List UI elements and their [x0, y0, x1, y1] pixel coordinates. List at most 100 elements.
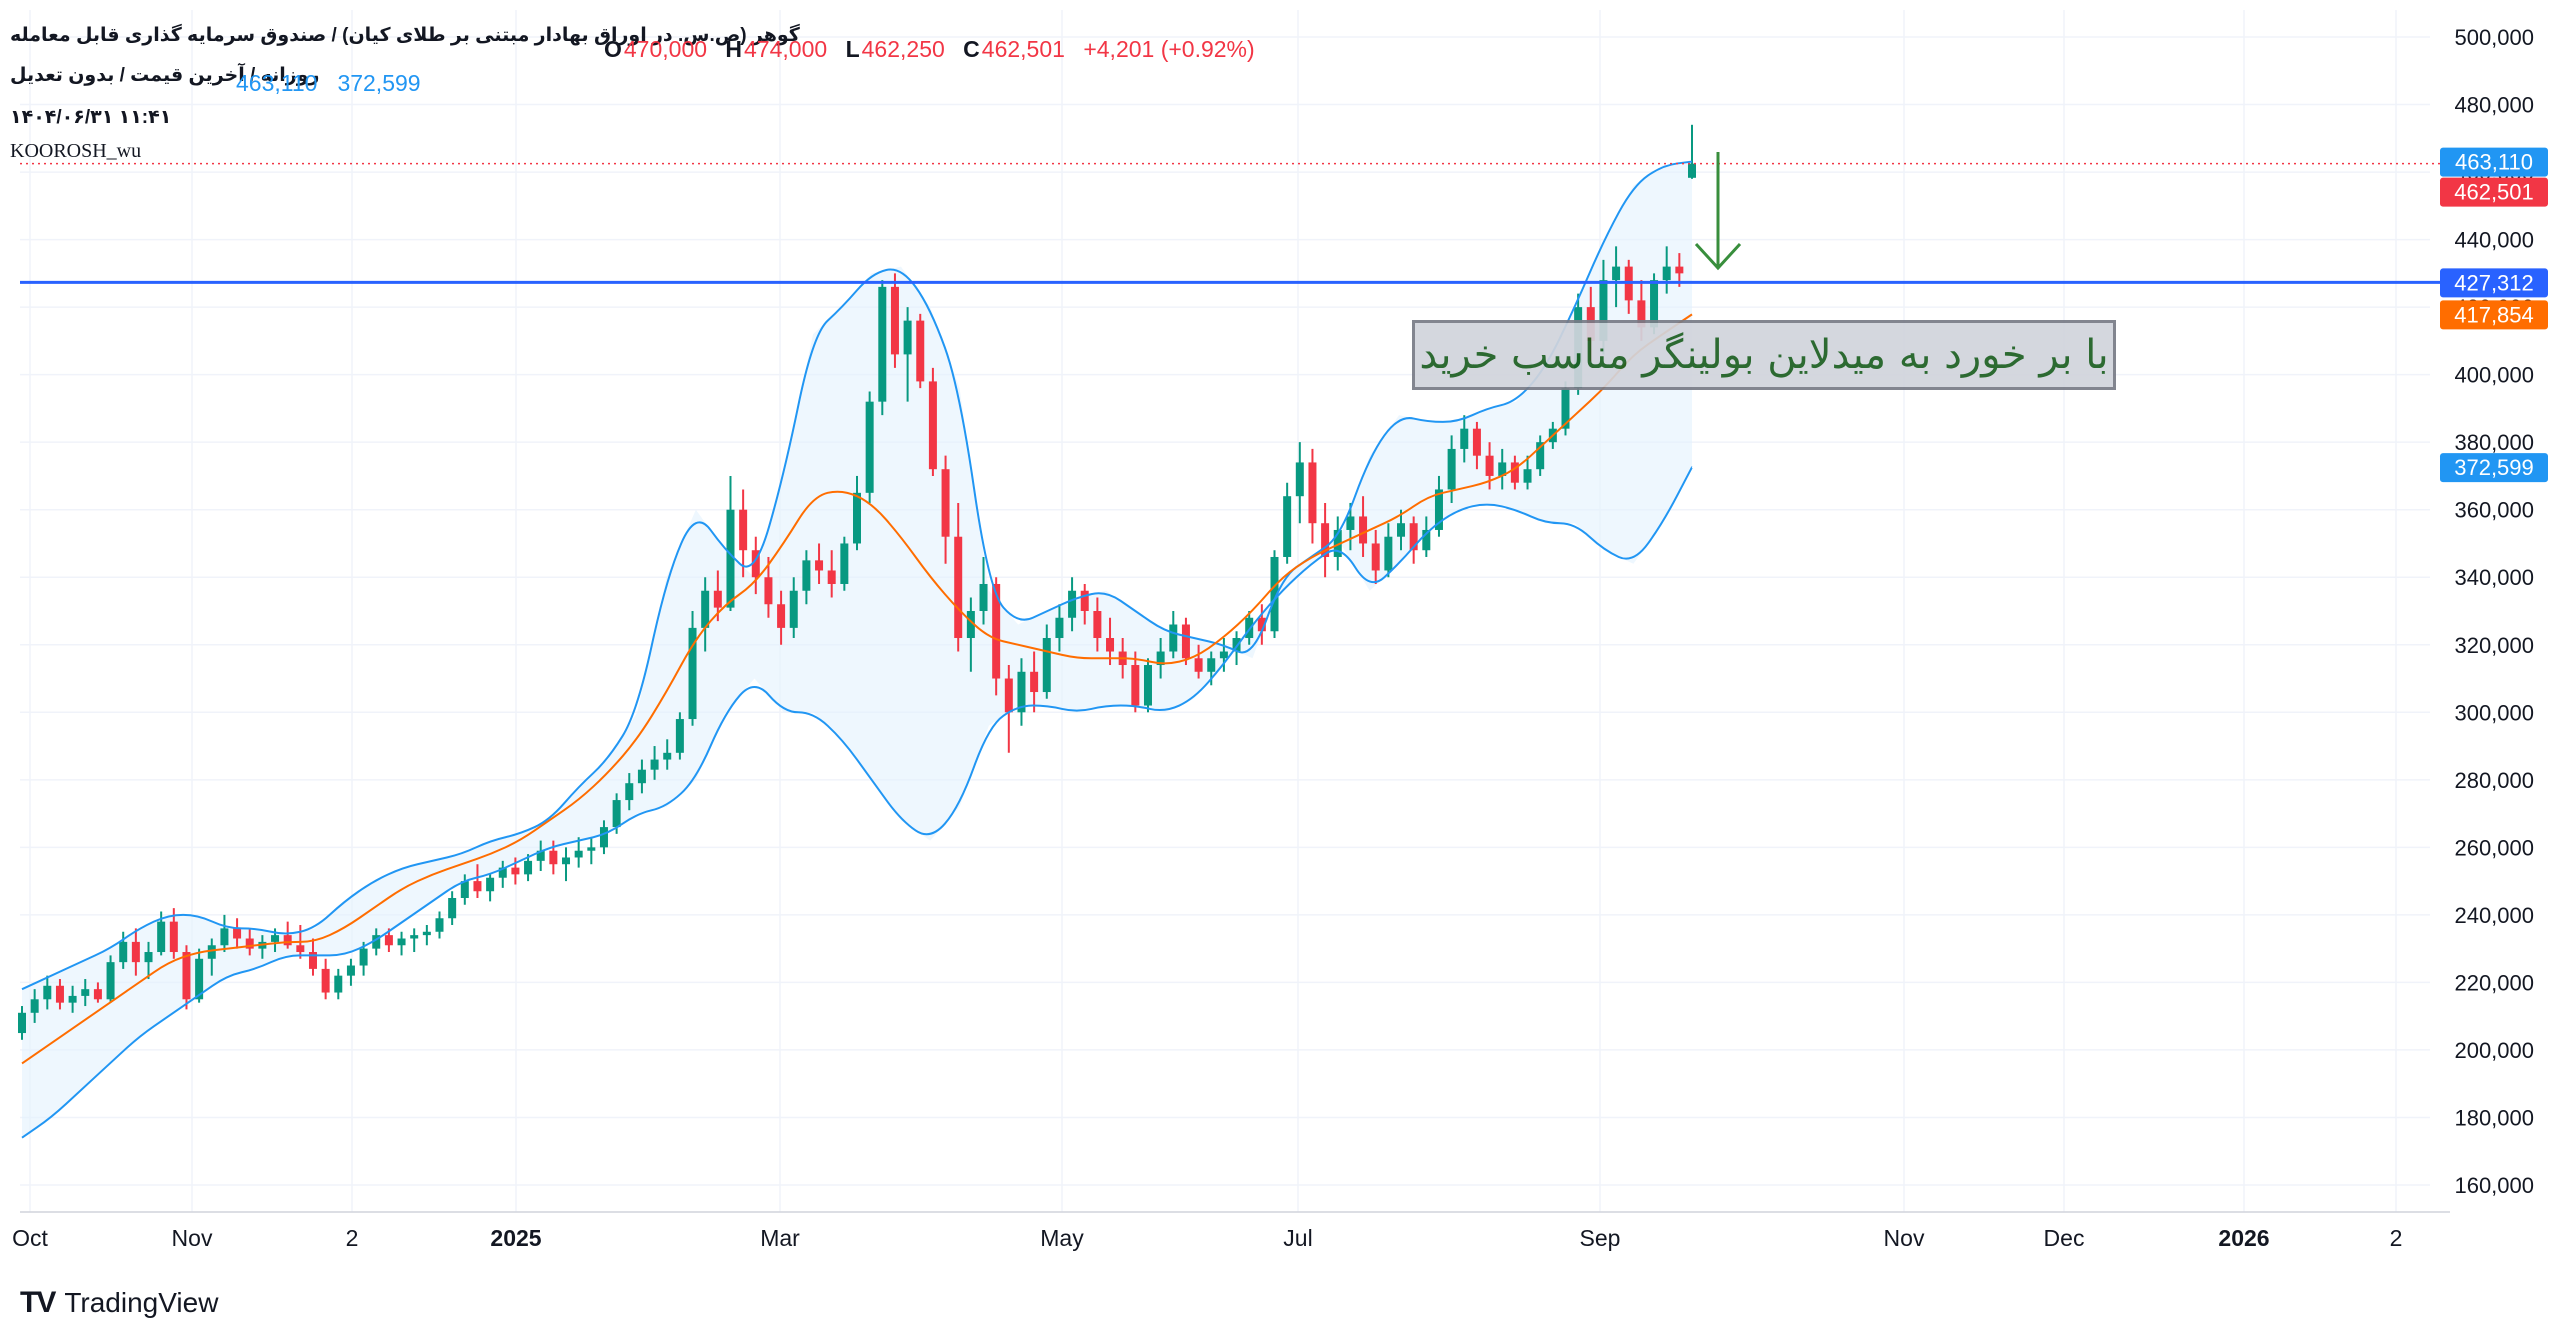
candle-body[interactable]: [1245, 617, 1254, 639]
candle-body[interactable]: [954, 536, 963, 639]
candle-body[interactable]: [1523, 469, 1532, 483]
candle-body[interactable]: [1181, 624, 1190, 659]
candle-body[interactable]: [979, 583, 988, 611]
candle-body[interactable]: [764, 577, 773, 605]
candle-body[interactable]: [1143, 665, 1152, 706]
candle-body[interactable]: [1561, 388, 1570, 429]
candle-body[interactable]: [625, 783, 634, 801]
down-arrow-icon[interactable]: [1694, 152, 1742, 271]
candle-body[interactable]: [93, 989, 102, 1000]
candle-body[interactable]: [650, 759, 659, 770]
candle-body[interactable]: [1498, 462, 1507, 476]
candle-body[interactable]: [739, 509, 748, 551]
candle-body[interactable]: [119, 941, 128, 963]
candle-body[interactable]: [928, 381, 937, 470]
candle-body[interactable]: [106, 962, 115, 1000]
candle-body[interactable]: [233, 928, 242, 939]
candle-body[interactable]: [1308, 462, 1317, 524]
candle-body[interactable]: [1232, 638, 1241, 652]
candle-body[interactable]: [1080, 590, 1089, 611]
candle-body[interactable]: [1321, 523, 1330, 557]
candle-body[interactable]: [346, 965, 355, 976]
candle-body[interactable]: [1637, 300, 1646, 328]
candle-body[interactable]: [1004, 678, 1013, 713]
candle-body[interactable]: [1675, 266, 1684, 274]
candle-body[interactable]: [283, 935, 292, 946]
candle-body[interactable]: [182, 952, 191, 1000]
tradingview-brand[interactable]: TV TradingView: [20, 1286, 218, 1320]
candle-body[interactable]: [1283, 496, 1292, 557]
candle-body[interactable]: [1612, 266, 1621, 281]
candle-body[interactable]: [511, 867, 520, 875]
candle-body[interactable]: [144, 952, 153, 963]
candle-body[interactable]: [422, 931, 431, 936]
candle-body[interactable]: [1068, 590, 1077, 618]
candle-body[interactable]: [726, 509, 735, 608]
candle-body[interactable]: [713, 590, 722, 608]
candle-body[interactable]: [1460, 428, 1469, 449]
candle-body[interactable]: [916, 320, 925, 382]
candle-body[interactable]: [1434, 489, 1443, 530]
candle-body[interactable]: [334, 975, 343, 993]
candle-body[interactable]: [296, 945, 305, 953]
candle-body[interactable]: [1333, 529, 1342, 557]
candle-body[interactable]: [1422, 529, 1431, 551]
candle-body[interactable]: [890, 286, 899, 355]
candle-body[interactable]: [55, 985, 64, 1003]
candle-body[interactable]: [524, 860, 533, 875]
candle-body[interactable]: [789, 590, 798, 628]
candle-body[interactable]: [1662, 266, 1671, 281]
candle-body[interactable]: [18, 1012, 26, 1034]
candle-body[interactable]: [903, 320, 912, 355]
candle-body[interactable]: [840, 543, 849, 584]
candle-body[interactable]: [612, 800, 621, 828]
candle-body[interactable]: [1650, 280, 1659, 328]
candle-body[interactable]: [1346, 516, 1355, 530]
candle-body[interactable]: [195, 958, 204, 1000]
candle-body[interactable]: [701, 590, 710, 628]
candle-body[interactable]: [1055, 617, 1064, 639]
candle-body[interactable]: [157, 921, 166, 953]
candle-body[interactable]: [359, 948, 368, 966]
candle-body[interactable]: [1384, 536, 1393, 571]
candle-body[interactable]: [131, 941, 140, 963]
candle-body[interactable]: [1536, 442, 1545, 470]
candle-body[interactable]: [448, 897, 457, 919]
candle-body[interactable]: [536, 850, 545, 861]
candle-body[interactable]: [941, 469, 950, 537]
candle-body[interactable]: [68, 995, 77, 1003]
candle-body[interactable]: [966, 611, 975, 639]
candle-body[interactable]: [599, 827, 608, 848]
candle-body[interactable]: [751, 550, 760, 578]
candle-body[interactable]: [81, 989, 90, 996]
candle-body[interactable]: [1485, 455, 1494, 476]
candle-body[interactable]: [1219, 651, 1228, 659]
candle-body[interactable]: [271, 935, 280, 942]
candle-body[interactable]: [574, 850, 583, 858]
candle-body[interactable]: [486, 877, 495, 892]
candle-body[interactable]: [220, 928, 229, 946]
candle-body[interactable]: [815, 560, 824, 571]
candle-body[interactable]: [1359, 516, 1368, 544]
candle-body[interactable]: [410, 935, 419, 939]
candle-body[interactable]: [675, 719, 684, 753]
candle-body[interactable]: [1510, 462, 1519, 483]
candle-body[interactable]: [308, 952, 317, 969]
candle-body[interactable]: [435, 918, 444, 932]
candle-body[interactable]: [498, 867, 507, 878]
candle-body[interactable]: [1194, 658, 1203, 672]
candle-body[interactable]: [460, 881, 469, 898]
candle-body[interactable]: [1371, 543, 1380, 571]
candle-body[interactable]: [777, 604, 786, 628]
candle-body[interactable]: [207, 945, 216, 959]
candle-body[interactable]: [865, 401, 874, 493]
candle-body[interactable]: [1599, 280, 1608, 341]
candle-body[interactable]: [878, 286, 887, 402]
candle-body[interactable]: [1030, 671, 1039, 693]
annotation-note[interactable]: با بر خورد به میدلاین بولینگر مناسب خرید: [1412, 320, 2116, 390]
candle-body[interactable]: [688, 627, 697, 720]
candle-body[interactable]: [1409, 523, 1418, 551]
candle-body[interactable]: [827, 570, 836, 584]
